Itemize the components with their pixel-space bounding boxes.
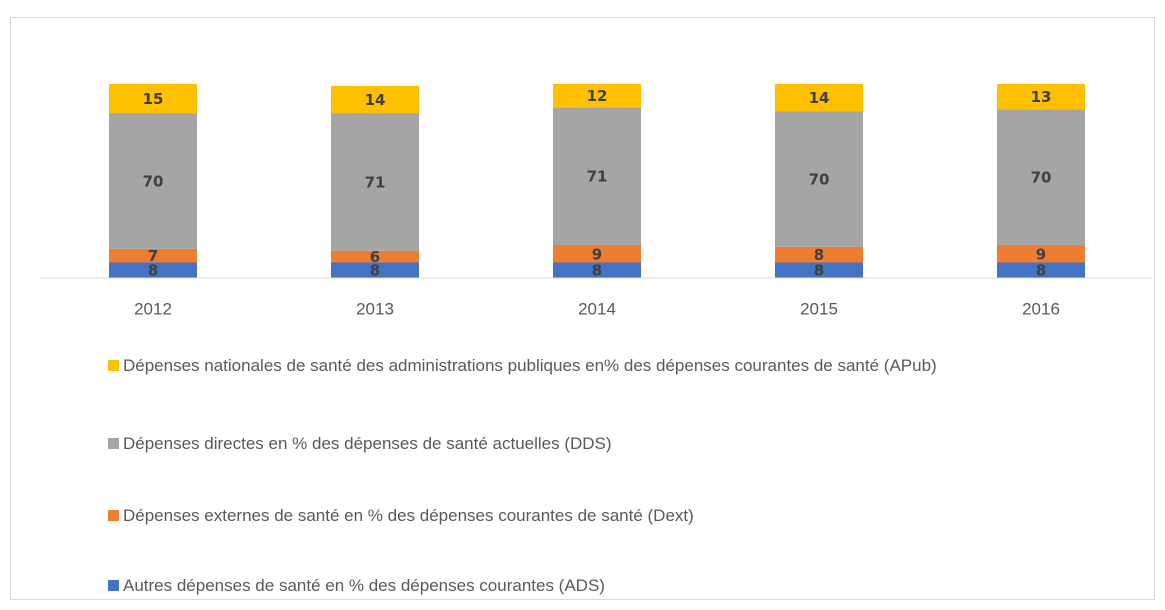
bar-segment <box>775 84 863 112</box>
bar-segment <box>997 84 1085 110</box>
x-tick-label: 2014 <box>578 299 616 318</box>
x-tick-label: 2015 <box>800 299 838 318</box>
x-tick-label: 2012 <box>134 299 172 318</box>
x-tick-label: 2016 <box>1022 299 1060 318</box>
bar-segment <box>775 262 863 278</box>
data-label: 7 <box>148 247 158 265</box>
data-label: 70 <box>143 173 164 191</box>
bar-segment <box>331 262 419 278</box>
bar-segment <box>997 262 1085 278</box>
bar-segment <box>553 262 641 278</box>
data-label: 8 <box>814 246 824 264</box>
bar-segment <box>997 245 1085 263</box>
bar-segment <box>109 84 197 114</box>
legend-label: Autres dépenses de santé en % des dépens… <box>123 576 605 595</box>
legend-swatch <box>108 360 119 371</box>
data-label: 9 <box>1036 245 1046 263</box>
data-label: 8 <box>148 262 158 280</box>
legend-swatch <box>108 438 119 449</box>
data-label: 14 <box>809 89 830 107</box>
legend-item: Autres dépenses de santé en % des dépens… <box>108 572 1108 599</box>
legend-item: Dépenses directes en % des dépenses de s… <box>108 430 1108 457</box>
data-label: 8 <box>370 262 380 280</box>
bar-segment <box>331 113 419 251</box>
legend-label: Dépenses directes en % des dépenses de s… <box>123 434 612 453</box>
data-label: 71 <box>365 173 386 191</box>
data-label: 6 <box>370 248 380 266</box>
bar-segment <box>331 250 419 263</box>
bar-segment <box>553 107 641 246</box>
data-label: 71 <box>587 168 608 186</box>
data-label: 13 <box>1031 88 1052 106</box>
data-label: 8 <box>814 262 824 280</box>
data-label: 8 <box>592 262 602 280</box>
bar-segment <box>109 113 197 249</box>
legend-label: Dépenses externes de santé en % des dépe… <box>123 506 694 525</box>
bar-segment <box>331 85 419 114</box>
bar-segment <box>997 109 1085 246</box>
bar-segment <box>109 248 197 263</box>
bar-segment <box>775 246 863 263</box>
legend-swatch <box>108 580 119 591</box>
bar-segment <box>553 84 641 108</box>
bar-segment <box>109 262 197 278</box>
legend-item: Dépenses nationales de santé des adminis… <box>108 352 1108 379</box>
legend-label: Dépenses nationales de santé des adminis… <box>123 356 937 375</box>
bar-segment <box>553 245 641 263</box>
legend-item: Dépenses externes de santé en % des dépe… <box>108 502 1108 529</box>
data-label: 14 <box>365 91 386 109</box>
data-label: 8 <box>1036 262 1046 280</box>
data-label: 12 <box>587 87 608 105</box>
legend-swatch <box>108 510 119 521</box>
data-label: 15 <box>143 90 164 108</box>
data-label: 70 <box>1031 169 1052 187</box>
data-label: 9 <box>592 245 602 263</box>
bar-segment <box>775 111 863 247</box>
data-label: 70 <box>809 171 830 189</box>
x-tick-label: 2013 <box>356 299 394 318</box>
